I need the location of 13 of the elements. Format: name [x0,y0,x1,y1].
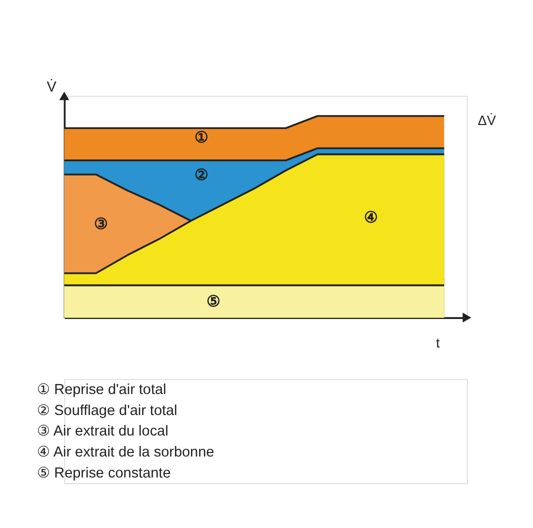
text: ② Soufflage d'air total [37,402,178,419]
annotation: ⑤ [206,294,220,311]
annotation: ④ [364,209,377,226]
text: ⑤ Reprise constante [37,465,171,482]
y-axis-title: V̇ [46,79,57,96]
annotation: ③ [94,216,107,233]
text: ΔV̇ [478,112,496,128]
annotation: ① [194,130,208,147]
annotation: ② [194,167,208,184]
text: ④ Air extrait de la sorbonne [37,444,214,460]
text: ③ Air extrait du local [37,424,168,440]
text: ① Reprise d'air total [37,382,166,398]
x-axis-title: t [436,335,440,350]
